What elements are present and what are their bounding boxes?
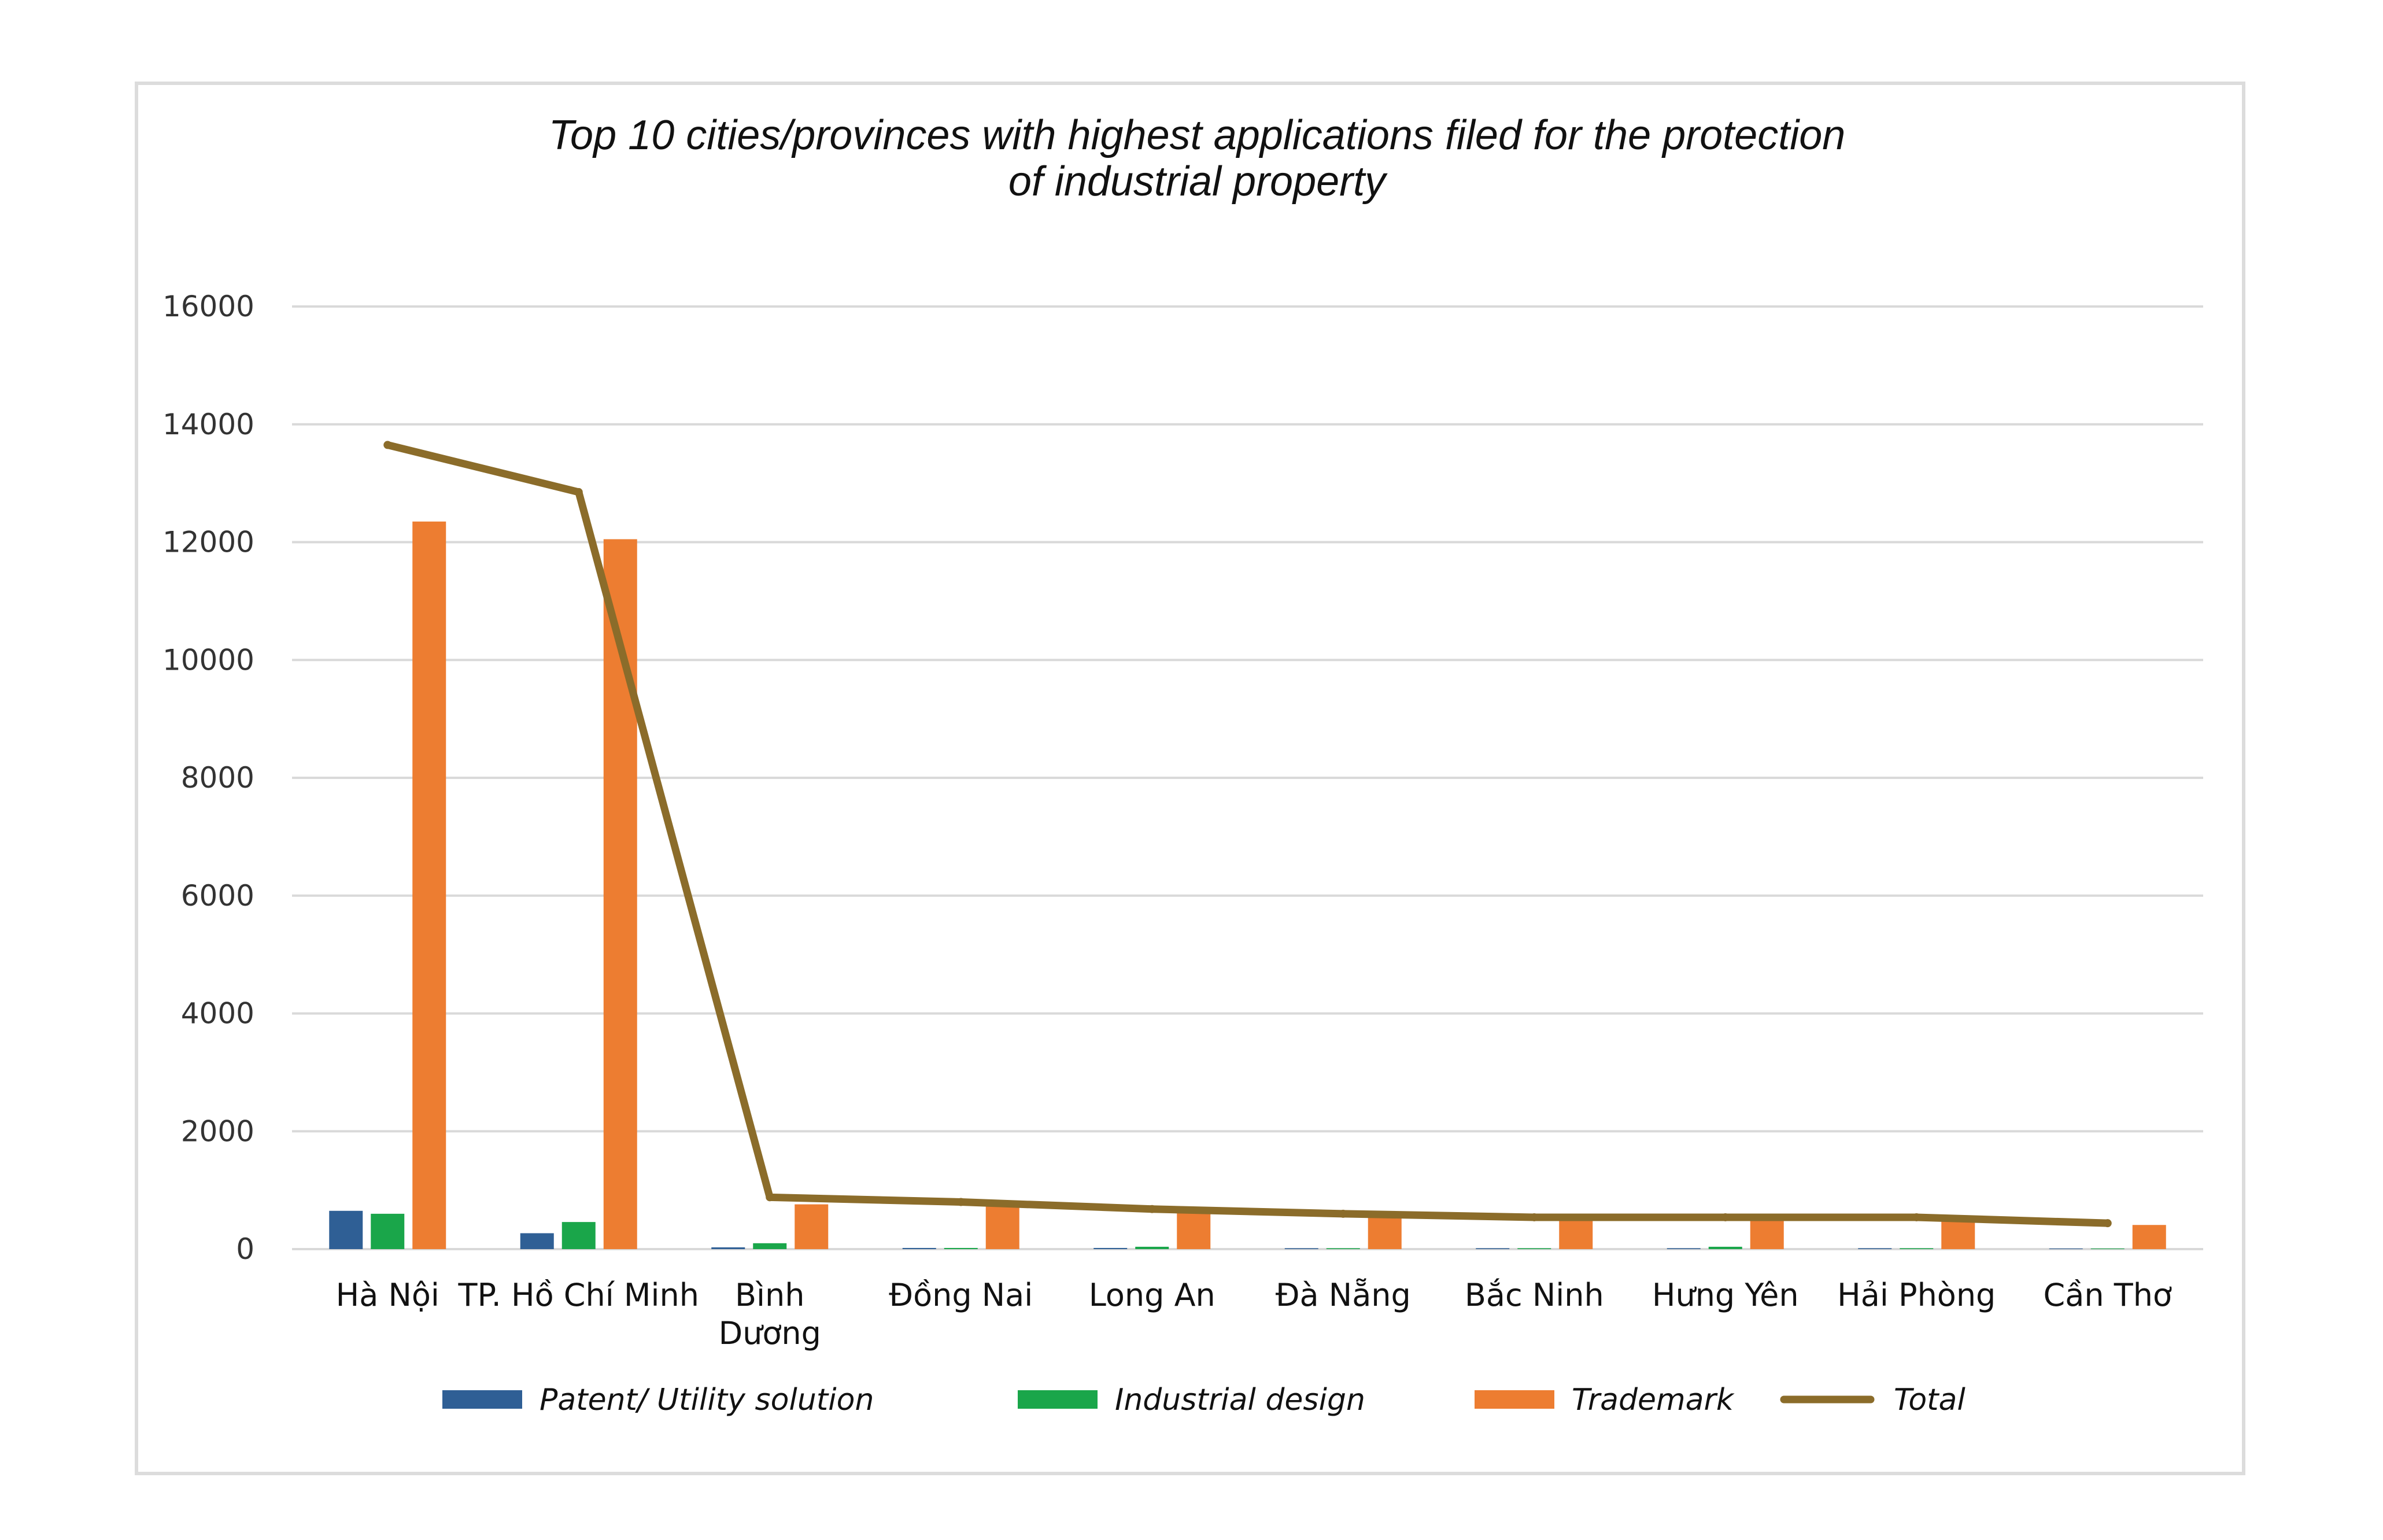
bar-trademark <box>1368 1215 1402 1249</box>
y-tick-label: 2000 <box>181 1114 254 1148</box>
y-tick-label: 6000 <box>181 879 254 913</box>
legend-label: Total <box>1894 1383 1965 1417</box>
bar-patent-utility-solution <box>520 1233 554 1249</box>
x-tick-label: TP. Hồ Chí Minh <box>458 1277 699 1313</box>
legend: Patent/ Utility solution Industrial desig… <box>442 1383 1965 1417</box>
legend-label: Industrial design <box>1115 1383 1365 1417</box>
total-point <box>574 488 583 496</box>
total-point <box>956 1198 965 1206</box>
bar-trademark <box>795 1204 829 1249</box>
bar-patent-utility-solution <box>1858 1248 1892 1249</box>
total-point <box>1530 1213 1539 1221</box>
legend-swatch <box>1475 1390 1554 1409</box>
x-tick-label: Hải Phòng <box>1837 1277 1996 1313</box>
y-axis-ticks: 0 2000 4000 6000 8000 10000 12000 14000 16000 <box>162 290 254 1266</box>
x-tick-label: Đồng Nai <box>889 1277 1033 1313</box>
bar-patent-utility-solution <box>1284 1248 1318 1249</box>
x-tick-label-line: Đà Nẵng <box>1276 1277 1411 1313</box>
legend-label: Patent/ Utility solution <box>540 1383 874 1417</box>
x-tick-label: Đà Nẵng <box>1276 1277 1411 1313</box>
x-tick-label-line: TP. Hồ Chí Minh <box>458 1277 699 1313</box>
bar-industrial-design <box>561 1222 596 1249</box>
total-line <box>383 441 2112 1227</box>
legend-item: Patent/ Utility solution <box>442 1383 874 1417</box>
total-point <box>766 1193 774 1202</box>
bar-patent-utility-solution <box>902 1247 936 1249</box>
x-tick-label: Cần Thơ <box>2044 1277 2172 1313</box>
bar-industrial-design <box>371 1213 405 1249</box>
gridlines <box>292 305 2203 1250</box>
bar-patent-utility-solution <box>1093 1247 1128 1249</box>
x-tick-label-line: Hưng Yên <box>1652 1277 1799 1313</box>
x-tick-label: Hưng Yên <box>1652 1277 1799 1313</box>
x-tick-label-line: Bắc Ninh <box>1465 1277 1604 1313</box>
bar-industrial-design <box>1135 1246 1169 1249</box>
bar-industrial-design <box>1708 1246 1742 1249</box>
x-tick-label: Long An <box>1089 1277 1215 1313</box>
y-tick-label: 0 <box>236 1232 254 1266</box>
x-tick-label-line: Hải Phòng <box>1837 1277 1996 1313</box>
y-tick-label: 12000 <box>162 526 254 559</box>
legend-swatch <box>442 1390 522 1409</box>
bar-industrial-design <box>1326 1248 1360 1249</box>
bar-patent-utility-solution <box>329 1210 363 1249</box>
total-point <box>1148 1205 1157 1213</box>
total-point <box>383 441 392 449</box>
x-tick-label-line: Hà Nội <box>336 1277 439 1313</box>
bars <box>329 521 2166 1249</box>
total-point <box>2103 1219 2112 1228</box>
x-tick-label-line: Dương <box>719 1315 821 1351</box>
x-tick-label-line: Cần Thơ <box>2044 1277 2172 1313</box>
y-tick-label: 14000 <box>162 408 254 441</box>
bar-industrial-design <box>753 1243 787 1249</box>
bar-trademark <box>412 521 446 1249</box>
y-tick-label: 16000 <box>162 290 254 323</box>
y-tick-label: 10000 <box>162 643 254 677</box>
total-point <box>1912 1213 1921 1221</box>
y-tick-label: 4000 <box>181 997 254 1031</box>
x-tick-label-line: Bình <box>735 1277 805 1313</box>
bar-industrial-design <box>944 1247 978 1249</box>
bar-trademark <box>2132 1225 2166 1249</box>
chart-title-line-2: of industrial property <box>1008 158 1388 205</box>
legend-item: Industrial design <box>1018 1383 1365 1417</box>
bar-trademark <box>1750 1220 1784 1249</box>
x-tick-label: Bắc Ninh <box>1465 1277 1604 1313</box>
bar-industrial-design <box>1900 1248 1934 1249</box>
total-line-layer <box>383 441 2112 1228</box>
legend-swatch <box>1018 1390 1098 1409</box>
x-tick-label-line: Đồng Nai <box>889 1277 1033 1313</box>
legend-item: Trademark <box>1475 1383 1735 1417</box>
bar-trademark <box>985 1205 1019 1249</box>
legend-label: Trademark <box>1572 1383 1735 1417</box>
legend-item: Total <box>1780 1383 1965 1417</box>
bar-patent-utility-solution <box>1476 1248 1510 1249</box>
chart-title: Top 10 cities/provinces with highest app… <box>549 112 1846 205</box>
bar-trademark <box>1177 1212 1211 1249</box>
total-point <box>1339 1209 1347 1218</box>
x-tick-label-line: Long An <box>1089 1277 1215 1313</box>
bar-patent-utility-solution <box>711 1247 745 1249</box>
bar-trademark <box>1559 1219 1593 1249</box>
bar-patent-utility-solution <box>1667 1248 1701 1249</box>
y-tick-label: 8000 <box>181 761 254 795</box>
total-point <box>1721 1213 1730 1221</box>
chart-title-line-1: Top 10 cities/provinces with highest app… <box>549 112 1846 158</box>
x-tick-label: Hà Nội <box>336 1277 439 1313</box>
bar-industrial-design <box>1517 1248 1551 1249</box>
bar-trademark <box>1941 1220 1975 1249</box>
